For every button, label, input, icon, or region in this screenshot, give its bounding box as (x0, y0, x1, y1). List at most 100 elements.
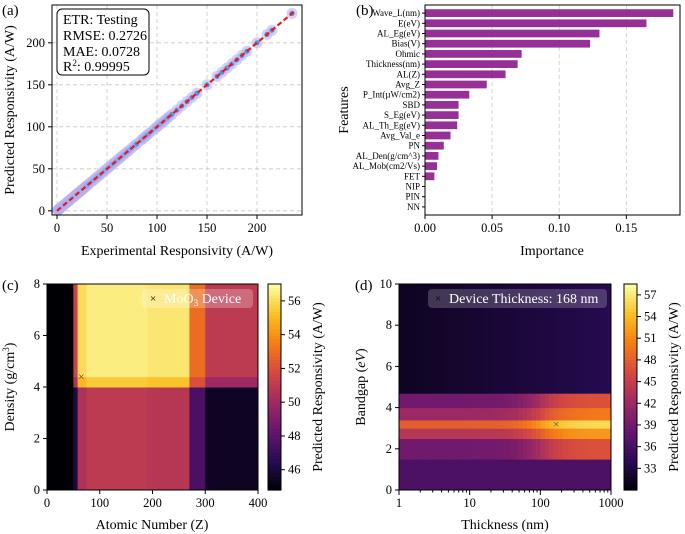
heatmap-cell (540, 419, 546, 429)
colorbar-segment (624, 318, 637, 323)
x-tick-label-d: 10 (463, 496, 476, 510)
heatmap-cell (482, 393, 488, 409)
heatmap-cell (606, 438, 612, 460)
heatmap-cell (500, 284, 506, 394)
heatmap-cell (474, 428, 479, 439)
y-tick-label-c: 4 (34, 380, 41, 394)
heatmap-cell (597, 428, 603, 439)
heatmap-cell (580, 407, 585, 421)
colorbar-segment (268, 417, 281, 422)
heatmap-cell (465, 407, 471, 421)
heatmap-cell (456, 284, 462, 394)
heatmap-cell (412, 419, 418, 429)
stats-model: ETR: Testing (63, 13, 138, 28)
heatmap-cell (86, 284, 148, 378)
heatmap-cell (509, 393, 515, 409)
x-tick-label-a: 100 (148, 221, 167, 235)
colorbar-segment (624, 393, 637, 398)
colorbar-segment (268, 452, 281, 457)
heatmap-cell (602, 419, 608, 429)
feature-label: Bias(V) (392, 39, 421, 49)
heatmap-cell (522, 407, 528, 421)
heatmap-cell (443, 419, 449, 429)
heatmap-cell (549, 407, 555, 421)
heatmap-frame-d (398, 283, 612, 491)
heatmap-cell (403, 407, 409, 421)
x-tick-label-d: 1 (396, 496, 402, 510)
heatmap-cell (544, 393, 550, 409)
heatmap-cell (588, 419, 594, 429)
heatmap-cell (86, 387, 148, 491)
panel-c-label: (c) (2, 278, 19, 294)
heatmap-cell (189, 284, 206, 378)
heatmap-cell (544, 438, 550, 460)
heatmap-cell (558, 428, 563, 439)
heatmap-cell (593, 407, 599, 421)
heatmap-cell (593, 393, 599, 409)
heatmap-cell (416, 428, 422, 439)
feature-label: Thickness(nm) (366, 59, 420, 69)
colorbar-segment (268, 479, 281, 484)
colorbar-segment (624, 380, 637, 385)
heatmap-cell (399, 393, 404, 409)
x-axis-label-d: Thickness (nm) (461, 518, 549, 533)
importance-bar (425, 80, 487, 89)
y-tick-label-a: 0 (39, 204, 45, 218)
heatmap-cell (189, 376, 206, 388)
heatmap-cell (535, 393, 541, 409)
heatmap-cell (425, 393, 431, 409)
colorbar-segment (268, 455, 281, 460)
heatmap-cell (505, 407, 510, 421)
y-tick-label-d: 0 (386, 483, 392, 497)
heatmap-cell (553, 428, 559, 439)
heatmap-cell (500, 438, 506, 460)
heatmap-cell (399, 419, 404, 429)
heatmap-cell (407, 407, 413, 421)
heatmap-cell (580, 284, 585, 394)
heatmap-cell (527, 393, 532, 409)
legend-marker-d: × (435, 293, 441, 305)
heatmap-cell (452, 428, 457, 439)
heatmap-cell (416, 438, 422, 460)
heatmap-cell (544, 284, 550, 394)
heatmap-cell (513, 284, 519, 394)
colorbar-segment (268, 373, 281, 378)
heatmap-cell (434, 428, 440, 439)
heatmap-cell (531, 459, 537, 491)
heatmap-cell (482, 284, 488, 394)
heatmap-cell (452, 393, 457, 409)
heatmap-cell (474, 407, 479, 421)
colorbar-segment (624, 462, 637, 467)
heatmap-cell (566, 407, 572, 421)
y-tick-label-c: 2 (34, 432, 40, 446)
heatmap-cell (606, 284, 612, 394)
heatmap-cell (86, 376, 148, 388)
colorbar-segment (624, 359, 637, 364)
colorbar-tick-label-c: 50 (288, 395, 301, 409)
colorbar-segment (268, 376, 281, 381)
heatmap-cell (399, 284, 404, 394)
heatmap-cell (425, 419, 431, 429)
heatmap-cell (509, 419, 515, 429)
importance-bar (425, 131, 451, 140)
colorbar-segment (624, 421, 637, 426)
heatmap-cell (429, 393, 435, 409)
heatmap-cell (562, 393, 568, 409)
importance-bar (425, 162, 438, 170)
heatmap-cell (500, 393, 506, 409)
heatmap-cell (456, 407, 462, 421)
colorbar-segment (624, 390, 637, 395)
colorbar-segment (268, 414, 281, 419)
heatmap-cell (606, 419, 612, 429)
heatmap-cell (425, 428, 431, 439)
heatmap-cell (482, 428, 488, 439)
heatmap-cell (558, 393, 563, 409)
y-tick-label-d: 4 (386, 401, 393, 415)
heatmap-cell (531, 393, 537, 409)
heatmap-cell (518, 393, 524, 409)
heatmap-cell (421, 393, 426, 409)
feature-label: P_Int(µW/cm2) (363, 90, 420, 100)
heatmap-cell (403, 419, 409, 429)
importance-bar (425, 60, 518, 68)
heatmap-cell (443, 284, 449, 394)
